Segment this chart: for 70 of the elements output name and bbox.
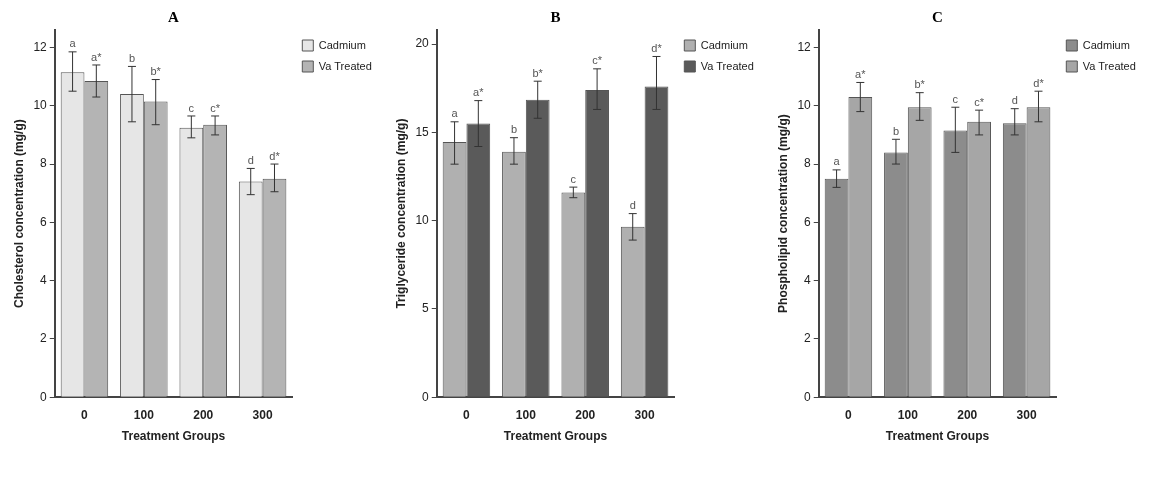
- y-tick-label: 10: [797, 98, 812, 113]
- x-tick-label: 300: [1016, 407, 1037, 422]
- data-label: b*: [532, 66, 544, 79]
- x-axis-title: Treatment Groups: [885, 429, 990, 444]
- y-tick-label: 2: [804, 331, 812, 346]
- data-label: d: [1011, 94, 1018, 107]
- x-tick-label: 200: [575, 407, 596, 422]
- y-tick-label: 10: [33, 98, 48, 113]
- legend-label: Va Treated: [700, 59, 754, 72]
- data-label: c*: [974, 95, 985, 108]
- x-axis-title: Treatment Groups: [121, 429, 226, 444]
- data-label: a*: [91, 50, 103, 63]
- data-label: a: [833, 155, 841, 168]
- data-label: b: [510, 123, 518, 136]
- x-tick-label: 300: [634, 407, 655, 422]
- x-tick-label: 100: [133, 407, 155, 422]
- data-label: c*: [592, 54, 603, 67]
- data-label: a*: [473, 86, 485, 99]
- legend-label: Va Treated: [1082, 59, 1136, 72]
- data-label: a: [451, 107, 459, 120]
- y-tick-label: 10: [415, 212, 430, 227]
- data-label: b: [892, 124, 900, 137]
- x-tick-label: 200: [193, 407, 214, 422]
- data-label: c*: [210, 101, 221, 114]
- y-axis-title: Triglyceride concentration (mg/g): [393, 118, 408, 309]
- y-axis-title: Cholesterol concentration (mg/g): [11, 119, 26, 308]
- y-tick-label: 8: [40, 156, 48, 171]
- data-label: b: [128, 51, 136, 64]
- y-tick-label: 6: [804, 214, 812, 229]
- legend-label: Va Treated: [318, 59, 372, 72]
- text: A: [168, 9, 180, 26]
- data-label: b*: [150, 65, 162, 78]
- legend-label: Cadmium: [1082, 38, 1130, 51]
- data-label: d*: [269, 149, 281, 162]
- data-label: d: [629, 199, 636, 212]
- x-tick-label: 100: [515, 407, 537, 422]
- data-label: c: [570, 172, 577, 185]
- x-axis-title: Treatment Groups: [503, 429, 608, 444]
- y-tick-label: 4: [40, 272, 48, 287]
- y-tick-label: 2: [40, 331, 48, 346]
- y-tick-label: 6: [40, 214, 48, 229]
- data-label: b*: [914, 78, 926, 91]
- legend-label: Cadmium: [700, 38, 748, 51]
- x-tick-label: 100: [897, 407, 919, 422]
- x-tick-label: 0: [81, 407, 89, 422]
- y-tick-label: 0: [40, 389, 48, 404]
- y-tick-label: 5: [422, 301, 430, 316]
- text: B: [550, 9, 561, 26]
- y-axis-title: Phospholipid concentration (mg/g): [775, 114, 790, 313]
- data-label: d: [247, 153, 254, 166]
- y-tick-label: 0: [804, 389, 812, 404]
- legend-label: Cadmium: [318, 38, 366, 51]
- data-label: c: [952, 92, 959, 105]
- data-label: d*: [1033, 76, 1045, 89]
- y-tick-label: 15: [415, 124, 430, 139]
- x-tick-label: 200: [957, 407, 978, 422]
- y-tick-label: 4: [804, 272, 812, 287]
- x-tick-label: 0: [463, 407, 471, 422]
- data-label: a*: [855, 67, 867, 80]
- y-tick-label: 12: [33, 39, 48, 54]
- x-tick-label: 0: [845, 407, 853, 422]
- y-tick-label: 8: [804, 156, 812, 171]
- y-tick-label: 12: [797, 39, 812, 54]
- data-label: d*: [651, 42, 663, 55]
- y-tick-label: 0: [422, 389, 430, 404]
- x-tick-label: 300: [252, 407, 273, 422]
- data-label: c: [188, 101, 195, 114]
- text: C: [932, 9, 943, 26]
- y-tick-label: 20: [415, 36, 430, 51]
- data-label: a: [69, 37, 77, 50]
